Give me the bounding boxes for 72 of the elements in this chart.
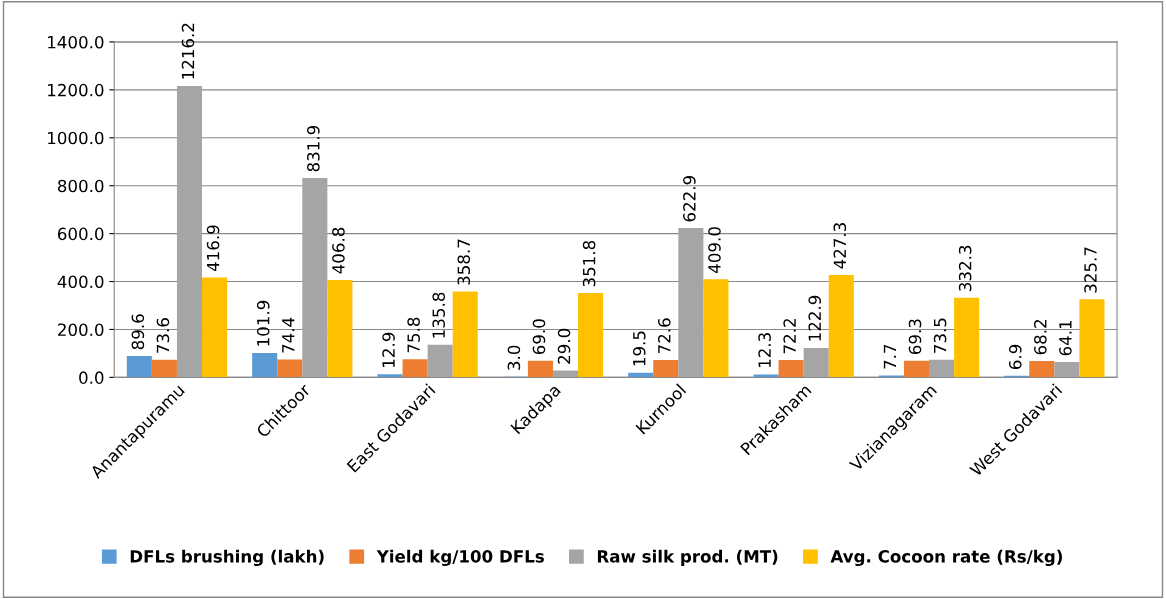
data-label: 406.8 [332,227,345,274]
bar [1079,299,1105,378]
data-label: 831.9 [307,125,320,172]
bar [327,279,353,378]
bar [753,374,779,378]
bar [302,178,328,378]
bar [803,347,829,378]
data-label: 74.4 [282,317,295,353]
bar [552,370,579,378]
bar [578,293,604,378]
data-label: 622.9 [683,176,696,222]
data-label: 135.8 [432,292,445,338]
data-label: 64.1 [1059,320,1072,356]
bar [427,344,453,378]
bar [402,359,428,378]
data-label: 6.9 [1008,344,1022,369]
bar [828,274,854,378]
data-label: 416.9 [206,225,220,272]
bar [277,359,303,378]
data-label: 72.2 [783,319,796,354]
bar [653,359,679,378]
bar [527,360,553,378]
legend-label: Yield kg/100 DFLs [376,549,544,567]
data-label: 351.8 [582,240,596,287]
bar [126,355,152,378]
data-label: 122.9 [808,295,822,341]
data-label: 72.6 [658,318,671,354]
data-label: 427.3 [833,223,847,269]
y-tick-label: 1200.0 [48,83,104,97]
legend-label: DFLs brushing (lakh) [130,549,324,567]
data-label: 68.2 [1034,320,1047,355]
data-label: 75.8 [407,317,420,353]
bar [176,85,203,378]
data-label: 325.7 [1084,247,1097,293]
bar [954,297,980,378]
data-label: 73.6 [156,318,170,353]
data-label: 69.3 [908,319,922,355]
data-label: 89.6 [131,314,145,350]
bar [1054,362,1080,378]
bar [202,277,228,378]
data-label: 12.9 [382,332,395,367]
data-label: 29.0 [557,328,571,364]
bar [452,291,478,378]
bar [252,352,278,378]
bar [703,279,729,378]
data-label: 1216.2 [181,23,195,79]
bar [1029,361,1055,378]
bar [929,359,955,378]
bar [377,374,403,378]
data-label: 332.3 [958,245,972,291]
data-label: 69.0 [532,319,546,355]
data-label: 73.5 [933,318,947,353]
bar [778,360,804,378]
bar [903,360,930,378]
bar [151,359,177,378]
data-label: 7.7 [883,344,897,369]
y-tick-label: 1400.0 [48,35,104,49]
y-tick-label: 1000.0 [48,131,104,145]
data-label: 358.7 [457,239,471,285]
data-label: 409.0 [708,227,721,273]
legend-label: Raw silk prod. (MT) [597,549,778,566]
y-tick-label: 0.0 [79,371,104,384]
y-tick-label: 400.0 [57,275,104,289]
legend-label: Avg. Cocoon rate (Rs/kg) [830,549,1062,567]
y-tick-label: 200.0 [58,323,104,337]
data-label: 19.5 [632,331,646,366]
data-label: 3.0 [507,345,521,370]
data-label: 101.9 [256,300,270,346]
bar [678,228,704,378]
y-tick-label: 600.0 [58,227,104,241]
data-label: 12.3 [758,333,771,368]
y-tick-label: 800.0 [57,179,104,193]
